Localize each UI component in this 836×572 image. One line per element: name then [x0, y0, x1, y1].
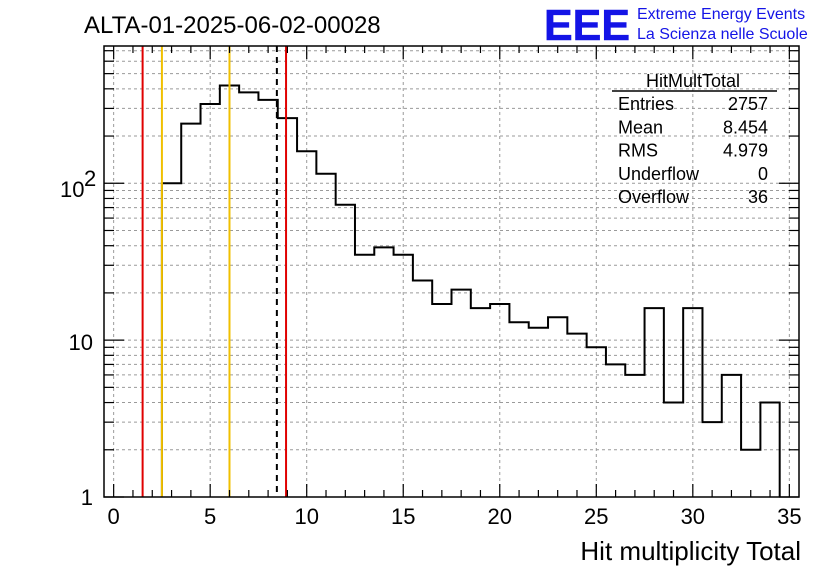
histogram-bin — [567, 334, 586, 497]
histogram-bin — [201, 104, 220, 497]
histogram-bin — [760, 403, 779, 497]
histogram-bin — [316, 174, 335, 497]
histogram-bin — [529, 328, 548, 497]
x-tick-label: 25 — [584, 504, 608, 529]
vertical-markers — [141, 46, 288, 497]
stats-box: HitMultTotal Entries 2757 Mean 8.454 RMS 4.97… — [612, 71, 777, 207]
histogram-bin — [509, 322, 528, 497]
stats-row-value: 2757 — [728, 94, 768, 114]
x-tick-label: 10 — [294, 504, 318, 529]
grid — [104, 46, 799, 497]
stats-row-value: 4.979 — [723, 141, 768, 161]
histogram-bin — [297, 151, 316, 497]
histogram-bin — [452, 290, 471, 497]
stats-row-value: 0 — [758, 164, 768, 184]
histogram-bin — [606, 364, 625, 497]
histogram-bin — [722, 375, 741, 497]
stats-row-value: 8.454 — [723, 117, 768, 137]
logo-line2: La Scienza nelle Scuole — [637, 26, 808, 43]
histogram-bin — [239, 92, 258, 497]
stats-row-label: Mean — [618, 117, 663, 137]
histogram-bin — [278, 118, 297, 497]
histogram-bin — [645, 308, 664, 497]
histogram-bin — [548, 317, 567, 497]
svg-text:2: 2 — [84, 166, 96, 191]
y-tick-labels: 1 10 10 2 — [60, 166, 96, 510]
y-tick-label-10: 10 — [69, 330, 93, 355]
histogram-bin — [432, 304, 451, 497]
histogram-bin — [336, 205, 355, 497]
logo-letters: EEE — [544, 1, 630, 50]
histogram-bin — [683, 308, 702, 497]
histogram-bin — [355, 255, 374, 497]
histogram-bin — [741, 450, 760, 497]
histogram-bin — [258, 100, 277, 497]
histogram-bin — [490, 304, 509, 497]
histogram-bin — [471, 308, 490, 497]
logo-line1: Extreme Energy Events — [637, 6, 805, 23]
stats-row-label: Overflow — [618, 187, 690, 207]
histogram-bin — [394, 255, 413, 497]
x-tick-label: 15 — [391, 504, 415, 529]
histogram-bin — [413, 280, 432, 497]
plot-frame — [103, 45, 800, 498]
histogram-bin — [625, 375, 644, 497]
histogram-outline — [160, 84, 781, 497]
eee-logo: EEE Extreme Energy Events La Scienza nel… — [544, 1, 808, 51]
histogram-bin — [181, 124, 200, 497]
x-tick-label: 35 — [777, 504, 801, 529]
stats-name: HitMultTotal — [646, 71, 740, 91]
histogram-bin — [664, 403, 683, 497]
x-tick-label: 0 — [108, 504, 120, 529]
x-tick-label: 30 — [681, 504, 705, 529]
stats-row-label: Entries — [618, 94, 674, 114]
x-tick-label: 5 — [204, 504, 216, 529]
histogram-bin — [587, 347, 606, 497]
svg-text:10: 10 — [60, 177, 84, 202]
y-tick-label-1: 1 — [81, 485, 93, 510]
plot-title: ALTA-01-2025-06-02-00028 — [84, 12, 381, 39]
axis-ticks — [104, 46, 799, 498]
histogram-series — [160, 84, 781, 497]
x-tick-labels: 0 5 10 15 20 25 30 35 — [108, 504, 802, 529]
stats-row-label: RMS — [618, 141, 658, 161]
x-axis-label: Hit multiplicity Total — [580, 536, 801, 566]
histogram-bin — [162, 183, 181, 497]
histogram-bin — [374, 247, 393, 497]
histogram-bin — [702, 422, 721, 497]
stats-row-value: 36 — [748, 187, 768, 207]
stats-row-label: Underflow — [618, 164, 700, 184]
y-tick-label-100: 10 2 — [60, 166, 96, 202]
x-tick-label: 20 — [488, 504, 512, 529]
